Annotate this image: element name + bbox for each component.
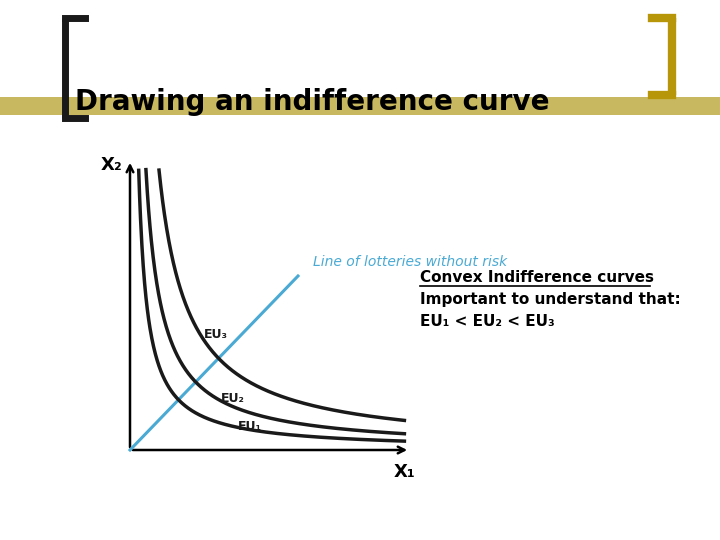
Text: Important to understand that:: Important to understand that:: [420, 292, 680, 307]
Text: EU₂: EU₂: [221, 392, 245, 405]
Text: EU₁ < EU₂ < EU₃: EU₁ < EU₂ < EU₃: [420, 314, 554, 329]
Bar: [0, 97, 720, 115]
Text: EU₁: EU₁: [238, 420, 261, 433]
Text: Line of lotteries without risk: Line of lotteries without risk: [313, 254, 507, 268]
Text: EU₃: EU₃: [204, 327, 228, 341]
Text: X₂: X₂: [101, 156, 123, 174]
Text: Drawing an indifference curve: Drawing an indifference curve: [75, 88, 549, 116]
Text: Convex Indifference curves: Convex Indifference curves: [420, 270, 654, 285]
Text: X₁: X₁: [394, 463, 416, 481]
